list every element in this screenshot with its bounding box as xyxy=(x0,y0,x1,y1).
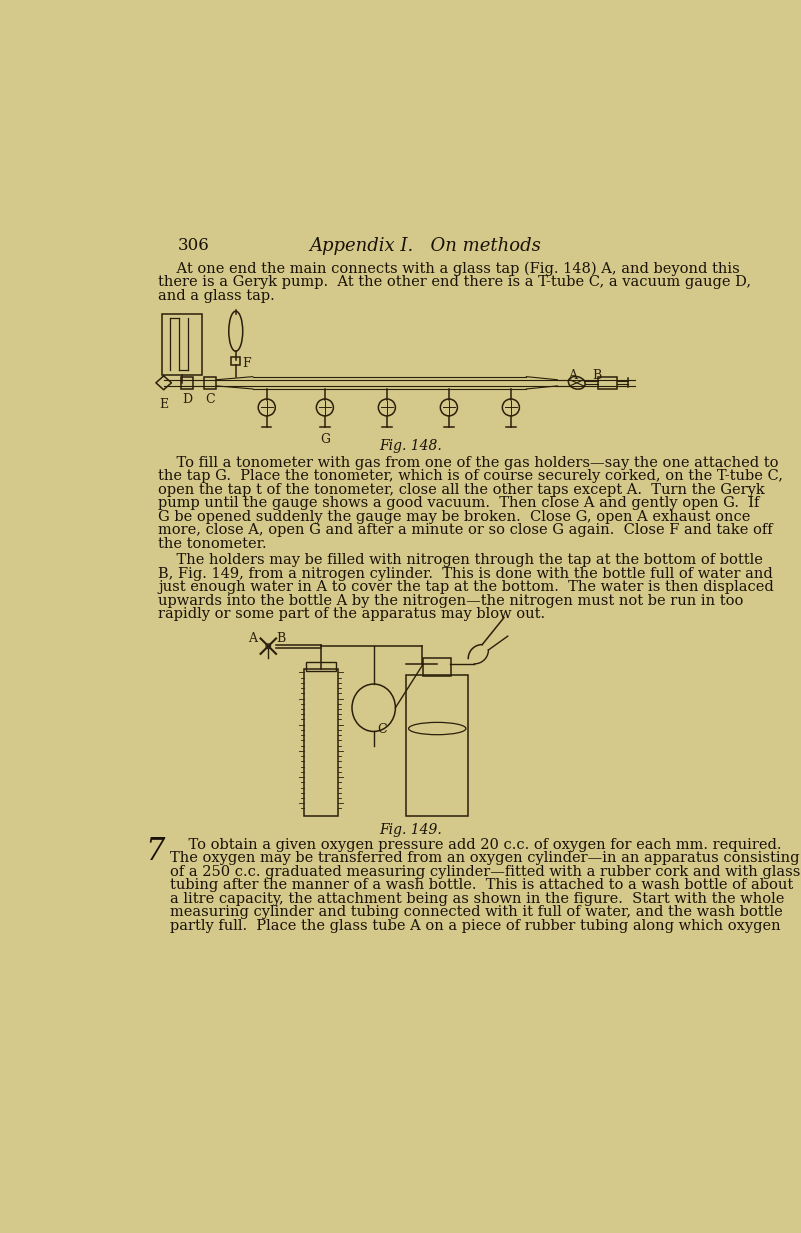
Text: At one end the main connects with a glass tap (Fig. 148) A, and beyond this: At one end the main connects with a glas… xyxy=(159,261,740,276)
Text: The holders may be filled with nitrogen through the tap at the bottom of bottle: The holders may be filled with nitrogen … xyxy=(159,554,763,567)
Bar xyxy=(598,376,617,388)
Text: just enough water in A to cover the tap at the bottom.  The water is then displa: just enough water in A to cover the tap … xyxy=(159,581,774,594)
Text: upwards into the bottle A by the nitrogen—the nitrogen must not be run in too: upwards into the bottle A by the nitroge… xyxy=(159,594,743,608)
Text: and a glass tap.: and a glass tap. xyxy=(159,289,275,303)
Bar xyxy=(181,376,193,388)
Bar xyxy=(406,674,469,815)
Text: open the tap t of the tonometer, close all the other taps except A.  Turn the Ge: open the tap t of the tonometer, close a… xyxy=(159,483,765,497)
Bar xyxy=(306,662,336,671)
Text: E: E xyxy=(159,398,168,412)
Text: a litre capacity, the attachment being as shown in the figure.  Start with the w: a litre capacity, the attachment being a… xyxy=(170,891,784,906)
Text: C: C xyxy=(205,393,215,406)
Bar xyxy=(304,670,338,815)
Text: Fig. 149.: Fig. 149. xyxy=(379,824,441,837)
Text: of a 250 c.c. graduated measuring cylinder—fitted with a rubber cork and with gl: of a 250 c.c. graduated measuring cylind… xyxy=(170,864,800,879)
Text: rapidly or some part of the apparatus may blow out.: rapidly or some part of the apparatus ma… xyxy=(159,608,545,621)
Text: D: D xyxy=(182,393,192,406)
Bar xyxy=(204,376,216,388)
Text: measuring cylinder and tubing connected with it full of water, and the wash bott: measuring cylinder and tubing connected … xyxy=(170,905,783,920)
Bar xyxy=(231,358,240,365)
Text: B, Fig. 149, from a nitrogen cylinder.  This is done with the bottle full of wat: B, Fig. 149, from a nitrogen cylinder. T… xyxy=(159,567,773,581)
Text: Appendix I.   On methods: Appendix I. On methods xyxy=(309,237,541,254)
Text: the tonometer.: the tonometer. xyxy=(159,536,267,551)
Text: A: A xyxy=(248,633,257,645)
Text: the tap G.  Place the tonometer, which is of course securely corked, on the T-tu: the tap G. Place the tonometer, which is… xyxy=(159,470,783,483)
Text: G: G xyxy=(320,433,330,446)
Text: 306: 306 xyxy=(178,237,209,254)
Bar xyxy=(162,313,203,375)
Text: The oxygen may be transferred from an oxygen cylinder—in an apparatus consisting: The oxygen may be transferred from an ox… xyxy=(170,851,799,866)
Text: more, close A, open G and after a minute or so close G again.  Close F and take : more, close A, open G and after a minute… xyxy=(159,523,773,538)
Text: there is a Geryk pump.  At the other end there is a T-tube C, a vacuum gauge D,: there is a Geryk pump. At the other end … xyxy=(159,275,751,290)
Text: Fig. 148.: Fig. 148. xyxy=(379,439,441,453)
Text: C: C xyxy=(377,723,387,736)
Bar xyxy=(423,657,451,676)
Text: To fill a tonometer with gas from one of the gas holders—say the one attached to: To fill a tonometer with gas from one of… xyxy=(159,456,779,470)
Text: tubing after the manner of a wash bottle.  This is attached to a wash bottle of : tubing after the manner of a wash bottle… xyxy=(170,878,793,893)
Text: pump until the gauge shows a good vacuum.  Then close A and gently open G.  If: pump until the gauge shows a good vacuum… xyxy=(159,497,759,510)
Text: B: B xyxy=(276,633,285,645)
Text: To obtain a given oxygen pressure add 20 c.c. of oxygen for each mm. required.: To obtain a given oxygen pressure add 20… xyxy=(170,838,781,852)
Text: partly full.  Place the glass tube A on a piece of rubber tubing along which oxy: partly full. Place the glass tube A on a… xyxy=(170,919,780,932)
Text: G be opened suddenly the gauge may be broken.  Close G, open A exhaust once: G be opened suddenly the gauge may be br… xyxy=(159,510,751,524)
Text: F: F xyxy=(242,356,251,370)
Text: A: A xyxy=(569,369,578,382)
Text: 7: 7 xyxy=(145,836,164,867)
Text: B: B xyxy=(592,369,602,382)
